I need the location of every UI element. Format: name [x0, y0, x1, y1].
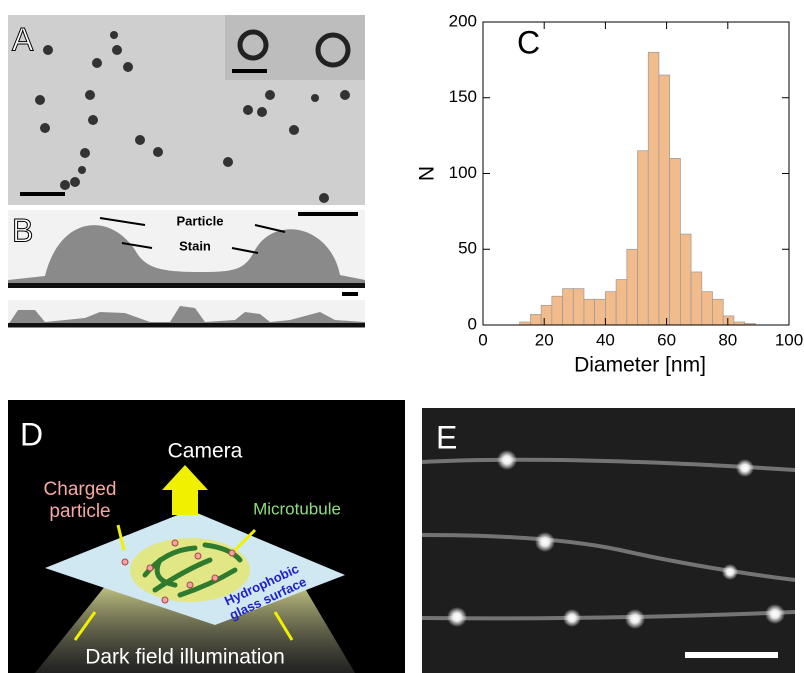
y-tick-label: 50 [458, 239, 477, 258]
bar [584, 299, 595, 325]
substrate [8, 323, 365, 327]
bar [723, 316, 734, 325]
label: Charged [44, 479, 117, 500]
bar [680, 234, 691, 325]
bar [530, 314, 541, 325]
bar [638, 151, 649, 325]
bar [595, 299, 606, 325]
scale-bar [298, 212, 358, 216]
scale-bar [20, 192, 65, 196]
bar [563, 289, 574, 325]
x-axis-title: Diameter [nm] [574, 354, 706, 377]
panel-e: E [422, 408, 795, 673]
bar [605, 292, 616, 325]
bar [691, 272, 702, 325]
panel-label: C [517, 24, 540, 60]
annotation: Particle [177, 213, 224, 228]
annotation: Stain [179, 238, 211, 253]
bar [713, 299, 724, 325]
substrate [8, 283, 365, 288]
x-tick-label: 80 [718, 330, 737, 349]
label: Dark field illumination [85, 646, 285, 669]
bar [541, 305, 552, 325]
figure: A Particle Stain B C 0 50 100 150 200 0 20 40 60… [0, 0, 804, 673]
label: particle [49, 501, 110, 522]
y-tick-label: 100 [449, 163, 477, 182]
label: Camera [168, 440, 243, 463]
scale-bar [232, 69, 267, 73]
fluorescence-bg [422, 408, 795, 673]
scale-bar [685, 652, 778, 658]
panel-a: A [8, 15, 365, 205]
bar [670, 158, 681, 325]
bar [627, 249, 638, 325]
x-tick-label: 100 [775, 330, 803, 349]
label: Microtubule [253, 499, 341, 518]
panel-label: B [12, 212, 33, 248]
panel-b: Particle Stain B [8, 210, 365, 328]
y-tick-label: 150 [449, 87, 477, 106]
bar [573, 289, 584, 325]
panel-label: E [436, 419, 457, 455]
x-tick-label: 40 [596, 330, 615, 349]
y-tick-label: 0 [468, 314, 477, 333]
bar [702, 292, 713, 325]
panel-label: D [20, 416, 43, 452]
bar [616, 280, 627, 325]
y-tick-label: 200 [449, 11, 477, 30]
panel-c: C 0 50 100 150 200 0 20 40 60 80 100 Diameter [nm] N [416, 11, 804, 376]
panel-d: Camera Charged particle Microtubule Hydr… [8, 400, 405, 673]
bar [659, 75, 670, 325]
x-tick-label: 0 [478, 330, 487, 349]
panel-label: A [12, 21, 34, 57]
bar [648, 52, 659, 325]
bar [552, 296, 563, 325]
y-axis-title: N [416, 166, 439, 181]
scale-bar [342, 292, 358, 296]
x-tick-label: 60 [657, 330, 676, 349]
x-tick-label: 20 [535, 330, 554, 349]
